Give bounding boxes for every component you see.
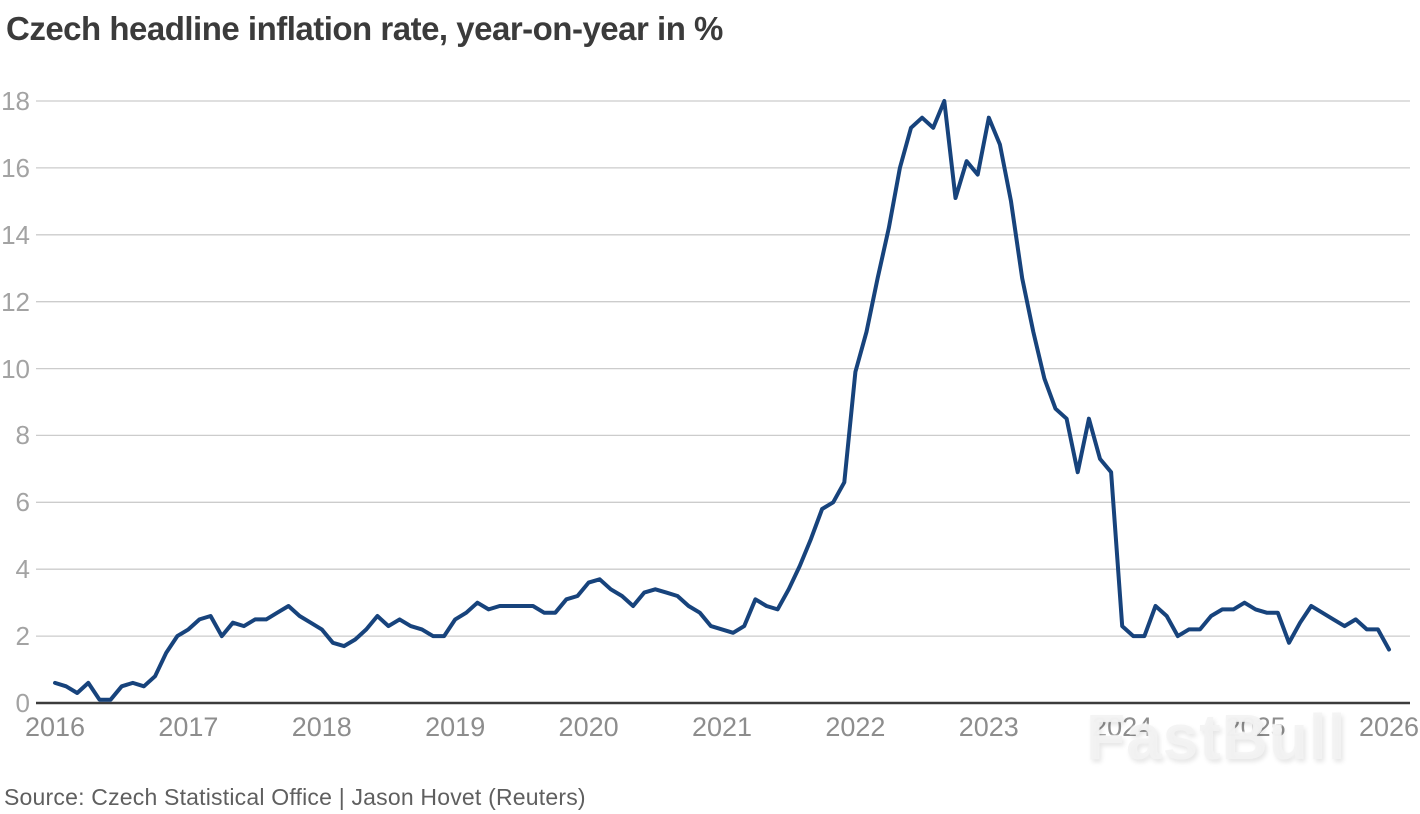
y-tick-label-2: 2 — [15, 621, 30, 652]
x-tick-label-2025: 2025 — [1225, 712, 1286, 742]
x-tick-label-2016: 2016 — [24, 712, 86, 742]
x-tick-label-2024: 2024 — [1092, 712, 1153, 742]
x-tick-label-2021: 2021 — [691, 712, 753, 742]
x-tick-label-2017: 2017 — [158, 712, 219, 742]
y-tick-label-4: 4 — [15, 554, 30, 585]
x-tick-label-2019: 2019 — [425, 712, 486, 742]
y-tick-label-18: 18 — [1, 86, 30, 116]
y-tick-label-6: 6 — [15, 487, 30, 518]
y-tick-label-0: 0 — [15, 688, 30, 718]
source-caption: Source: Czech Statistical Office | Jason… — [4, 784, 586, 810]
x-tick-label-2018: 2018 — [291, 712, 352, 742]
inflation-line — [53, 99, 1391, 702]
x-tick-label-2022: 2022 — [825, 712, 886, 742]
watermark-fastbull: FastBull — [1086, 701, 1347, 773]
y-tick-label-12: 12 — [1, 286, 30, 317]
y-tick-label-14: 14 — [1, 219, 30, 250]
x-tick-label-2026: 2026 — [1358, 712, 1420, 742]
x-tick-label-2020: 2020 — [558, 712, 619, 742]
chart-title: Czech headline inflation rate, year-on-y… — [6, 10, 723, 47]
y-tick-label-16: 16 — [1, 152, 30, 183]
x-tick-label-2023: 2023 — [958, 712, 1019, 742]
y-tick-label-10: 10 — [1, 353, 30, 384]
y-tick-label-8: 8 — [15, 420, 30, 451]
